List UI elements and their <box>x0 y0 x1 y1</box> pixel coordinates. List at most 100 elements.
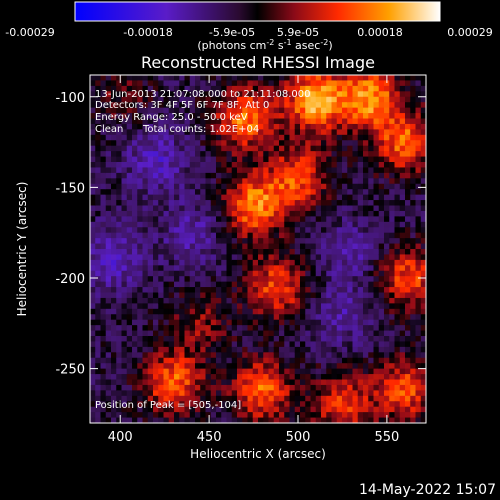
heatmap-cell <box>310 140 317 147</box>
heatmap-cell <box>231 80 238 87</box>
heatmap-cell <box>226 162 233 169</box>
heatmap-cell <box>179 314 186 321</box>
heatmap-cell <box>273 102 280 109</box>
heatmap-cell <box>357 265 364 272</box>
heatmap-cell <box>363 91 369 98</box>
heatmap-cell <box>284 314 291 321</box>
heatmap-cell <box>405 243 411 250</box>
heatmap-cell <box>300 270 306 277</box>
heatmap-cell <box>174 346 180 353</box>
heatmap-cell <box>95 107 102 114</box>
heatmap-cell <box>363 102 369 109</box>
heatmap-cell <box>315 363 322 370</box>
heatmap-cell <box>310 85 317 92</box>
heatmap-cell <box>347 113 354 120</box>
heatmap-cell <box>263 91 270 98</box>
heatmap-cell <box>147 336 154 343</box>
heatmap-cell <box>263 123 270 130</box>
heatmap-cell <box>310 297 317 304</box>
heatmap-cell <box>368 151 375 158</box>
heatmap-cell <box>378 390 385 397</box>
heatmap-cell <box>368 227 375 234</box>
heatmap-cell <box>111 75 117 82</box>
heatmap-cell <box>137 281 144 288</box>
heatmap-cell <box>420 379 426 386</box>
heatmap-cell <box>315 189 322 196</box>
heatmap-cell <box>310 200 317 207</box>
heatmap-cell <box>153 259 159 266</box>
heatmap-cell <box>137 374 144 381</box>
heatmap-cell <box>284 341 291 348</box>
heatmap-cell <box>184 113 191 120</box>
heatmap-cell <box>420 390 426 397</box>
heatmap-cell <box>305 107 312 114</box>
heatmap-cell <box>111 357 117 364</box>
heatmap-cell <box>315 123 322 130</box>
heatmap-cell <box>394 363 401 370</box>
heatmap-cell <box>90 308 96 315</box>
heatmap-cell <box>242 102 249 109</box>
heatmap-cell <box>105 249 112 256</box>
heatmap-cell <box>342 156 348 163</box>
heatmap-cell <box>305 75 312 82</box>
heatmap-cell <box>378 221 385 228</box>
heatmap-cell <box>189 281 196 288</box>
heatmap-cell <box>310 325 317 332</box>
heatmap-cell <box>210 265 217 272</box>
heatmap-cell <box>357 227 364 234</box>
heatmap-cell <box>216 162 222 169</box>
heatmap-cell <box>305 172 312 179</box>
heatmap-cell <box>111 265 117 272</box>
heatmap-cell <box>305 167 312 174</box>
heatmap-cell <box>189 314 196 321</box>
heatmap-cell <box>168 319 175 326</box>
heatmap-cell <box>90 238 96 245</box>
heatmap-cell <box>373 113 380 120</box>
heatmap-cell <box>226 292 233 299</box>
heatmap-cell <box>268 336 275 343</box>
heatmap-cell <box>300 357 306 364</box>
heatmap-cell <box>384 259 390 266</box>
heatmap-cell <box>195 254 201 261</box>
heatmap-cell <box>342 80 348 87</box>
heatmap-cell <box>247 162 254 169</box>
heatmap-cell <box>273 303 280 310</box>
heatmap-cell <box>263 281 270 288</box>
heatmap-cell <box>310 227 317 234</box>
heatmap-cell <box>347 232 354 239</box>
heatmap-cell <box>95 357 102 364</box>
heatmap-cell <box>284 308 291 315</box>
heatmap-cell <box>90 232 96 239</box>
heatmap-cell <box>95 259 102 266</box>
heatmap-cell <box>352 75 359 82</box>
heatmap-cell <box>121 140 128 147</box>
heatmap-cell <box>100 259 107 266</box>
heatmap-cell <box>184 123 191 130</box>
heatmap-cell <box>137 227 144 234</box>
heatmap-cell <box>200 75 207 82</box>
heatmap-cell <box>147 390 154 397</box>
heatmap-cell <box>105 363 112 370</box>
heatmap-cell <box>184 395 191 402</box>
heatmap-cell <box>378 140 385 147</box>
heatmap-cell <box>373 390 380 397</box>
heatmap-cell <box>142 123 149 130</box>
heatmap-cell <box>142 330 149 337</box>
heatmap-cell <box>399 172 406 179</box>
heatmap-cell <box>221 406 228 413</box>
heatmap-cell <box>378 314 385 321</box>
heatmap-cell <box>221 96 228 103</box>
heatmap-cell <box>300 249 306 256</box>
heatmap-cell <box>273 172 280 179</box>
heatmap-cell <box>415 357 422 364</box>
heatmap-cell <box>363 379 369 386</box>
heatmap-cell <box>168 238 175 245</box>
heatmap-cell <box>179 341 186 348</box>
heatmap-cell <box>410 259 417 266</box>
heatmap-cell <box>111 308 117 315</box>
heatmap-cell <box>347 183 354 190</box>
heatmap-cell <box>90 210 96 217</box>
heatmap-cell <box>189 134 196 141</box>
heatmap-cell <box>189 325 196 332</box>
heatmap-cell <box>132 384 138 391</box>
